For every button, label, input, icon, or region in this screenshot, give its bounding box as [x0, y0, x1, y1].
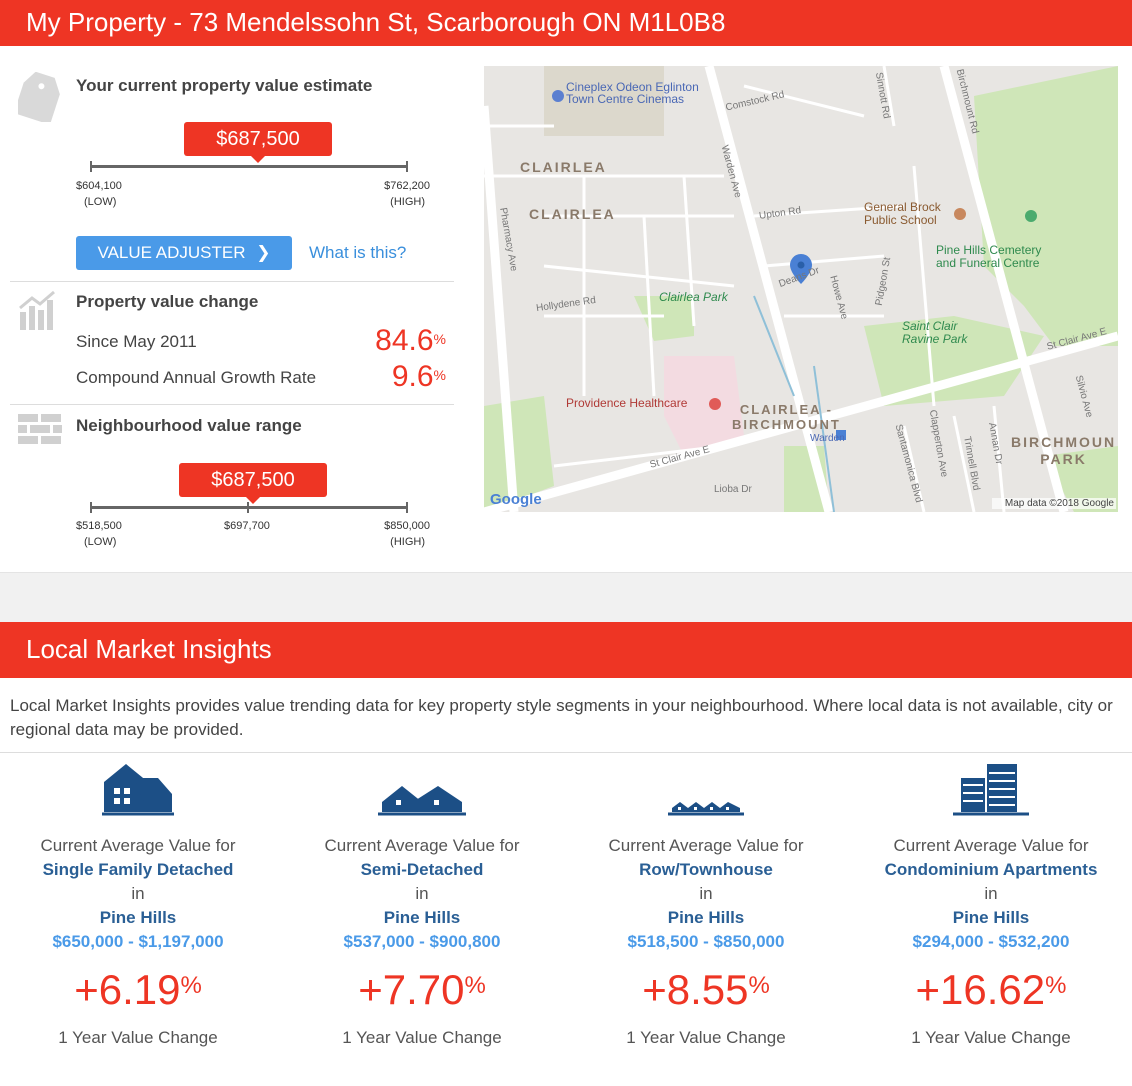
cagr-label: Compound Annual Growth Rate: [76, 368, 317, 387]
map-label-providence: Providence Healthcare: [566, 396, 688, 410]
map-label-clairlea-2: CLAIRLEA: [529, 206, 616, 222]
estimate-high: $762,200 (HIGH): [384, 180, 430, 208]
property-map[interactable]: Cineplex Odeon Eglinton Town Centre Cinem…: [484, 66, 1118, 512]
map-label-clairlea-park: Clairlea Park: [659, 290, 728, 304]
page-title: My Property - 73 Mendelssohn St, Scarbor…: [0, 0, 1132, 46]
map-label-cineplex: Cineplex Odeon Eglinton Town Centre Cinem…: [566, 80, 699, 106]
insights-description: Local Market Insights provides value tre…: [10, 696, 1113, 739]
insights-divider: [0, 752, 1132, 753]
map-label-lioba: Lioba Dr: [714, 484, 752, 495]
estimate-value-badge: $687,500: [184, 122, 332, 163]
map-label-clairlea-birchmount: CLAIRLEA - BIRCHMOUNT: [732, 402, 841, 432]
insight-card: Current Average Value for Single Family …: [0, 760, 280, 1050]
insights-title: Local Market Insights: [0, 622, 1132, 678]
map-attribution[interactable]: Map data ©2018 Google: [992, 498, 1116, 509]
change-heading: Property value change: [76, 292, 259, 311]
insight-card: Current Average Value for Semi-Detached …: [280, 760, 564, 1050]
value-change: +16.62%: [915, 966, 1067, 1013]
neighbourhood-mid-tick: [247, 502, 249, 513]
growth-chart-icon: [18, 290, 58, 337]
semi-detached-house-icon: [376, 760, 468, 821]
value-adjuster-button[interactable]: VALUE ADJUSTER ❯: [76, 236, 292, 270]
map-label-pine-hills: Pine Hills Cemetery and Funeral Centre: [936, 243, 1042, 270]
condo-building-icon: [951, 760, 1031, 821]
value-change: +8.55%: [642, 966, 770, 1013]
what-is-this-link[interactable]: What is this?: [309, 243, 407, 262]
insight-card: Current Average Value for Condominium Ap…: [849, 760, 1132, 1050]
map-label-birchmount-park: BIRCHMOUN PARK: [1011, 434, 1117, 467]
value-change: +6.19%: [74, 966, 202, 1013]
neighbourhood-value-badge: $687,500: [179, 463, 327, 504]
map-label-clairlea-1: CLAIRLEA: [520, 159, 607, 175]
single-family-house-icon: [98, 760, 178, 821]
section-divider: [10, 281, 454, 282]
neighbourhood-range-bar: [90, 502, 408, 513]
section-divider: [10, 404, 454, 405]
townhouse-row-icon: [666, 760, 746, 821]
since-label: Since May 2011: [76, 332, 197, 351]
estimate-low: $604,100 (LOW): [76, 180, 122, 208]
neighbourhood-mid: $697,700: [224, 520, 270, 532]
price-tag-icon: [13, 71, 60, 127]
since-value: 84.6%: [375, 324, 446, 357]
insight-card: Current Average Value for Row/Townhouse …: [564, 760, 848, 1050]
section-spacer: [0, 572, 1132, 622]
map-label-ravine: Saint Clair Ravine Park: [902, 319, 968, 346]
estimate-range-bar: [90, 161, 408, 172]
value-change: +7.70%: [358, 966, 486, 1013]
google-logo: Google: [490, 491, 542, 508]
neighbourhood-high: $850,000 (HIGH): [384, 520, 430, 548]
cagr-value: 9.6%: [391, 360, 446, 393]
map-canvas: [484, 66, 1118, 512]
neighbourhood-low: $518,500 (LOW): [76, 520, 122, 548]
map-label-brock: General Brock Public School: [864, 200, 941, 227]
neighbourhood-heading: Neighbourhood value range: [76, 416, 302, 435]
chevron-right-icon: ❯: [256, 243, 271, 262]
map-label-warden-station: Warden: [810, 433, 845, 444]
brick-wall-icon: [18, 414, 62, 449]
estimate-heading: Your current property value estimate: [76, 76, 373, 95]
